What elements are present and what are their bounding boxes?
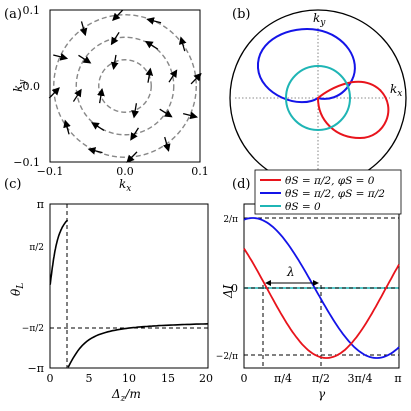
d-ytick-bottom: −2/π (216, 352, 238, 362)
panel-c-label: (c) (4, 177, 21, 192)
a-xtick-left: −0.1 (37, 165, 64, 178)
a-arrow (178, 36, 187, 52)
a-arrow (78, 54, 92, 64)
c-xtick-0: 0 (47, 372, 54, 385)
a-arrow (190, 72, 202, 85)
panel-a: (a) 0.1 0.0 −0.1 −0.1 0.0 0.1 kx ky (4, 4, 209, 194)
legend-entry-blue: θS = π/2, φS = π/2 (285, 188, 385, 200)
b-cyan-curve (285, 65, 351, 131)
a-arrow (110, 54, 119, 71)
a-arrow (146, 17, 162, 25)
c-xtick-20: 20 (199, 372, 213, 385)
a-circle (75, 36, 175, 136)
a-ytick-mid: 0.0 (23, 80, 41, 93)
a-arrow (162, 136, 171, 152)
d-xtick-pi2: π/2 (312, 372, 330, 385)
a-arrow (87, 147, 103, 155)
a-arrow (97, 88, 105, 104)
d-xtick-pi: π (394, 372, 401, 385)
a-arrow (145, 67, 154, 83)
b-ky-label: ky (313, 11, 326, 28)
c-xtick-10: 10 (122, 372, 136, 385)
a-circle (98, 59, 152, 113)
a-arrow (131, 103, 139, 119)
a-arrow (72, 88, 82, 102)
d-ylabel: ΔI (221, 284, 235, 299)
a-arrow (126, 151, 138, 163)
d-xtick-pi4: π/4 (274, 372, 292, 385)
b-blue-curve (256, 28, 356, 104)
d-xlabel: γ (318, 387, 326, 401)
panel-d: (d) λ 2/π 0 −2/π 0 π/4 π/2 3π/4 π γ ΔI θ… (216, 169, 402, 401)
a-arrow (53, 53, 69, 61)
c-ytick-negpi: −π (28, 362, 44, 375)
panel-d-label: (d) (232, 177, 250, 192)
b-red-curve (316, 80, 390, 140)
a-arrow (144, 40, 159, 50)
d-ytick-top: 2/π (223, 215, 238, 225)
panel-a-label: (a) (4, 7, 22, 22)
legend-entry-cyan: θS = 0 (285, 201, 321, 213)
d-ytick-zero: 0 (231, 282, 238, 295)
panel-a-arrows (48, 9, 202, 163)
a-ylabel: ky (11, 79, 28, 92)
a-xtick-mid: 0.0 (116, 165, 134, 178)
a-arrow (91, 122, 105, 131)
panel-a-frame (49, 9, 201, 163)
panel-b-label: (b) (232, 7, 250, 22)
a-arrow (130, 127, 140, 141)
d-xtick-0: 0 (241, 372, 248, 385)
a-arrow (63, 119, 71, 135)
b-kx-label: kx (390, 82, 402, 99)
a-xtick-right: 0.1 (191, 165, 209, 178)
a-arrow (159, 108, 173, 118)
c-ytick-halfpi: π/2 (29, 243, 44, 253)
a-circle (53, 14, 197, 158)
a-arrow (48, 87, 60, 99)
c-ylabel: θL (9, 283, 26, 296)
a-arrow (183, 111, 199, 120)
panel-c: (c) π π/2 −π/2 −π 0 5 10 15 20 Δz/m θL (4, 177, 213, 404)
a-xlabel: kx (119, 177, 131, 194)
d-legend: θS = π/2, φS = 0 θS = π/2, φS = π/2 θS =… (254, 169, 402, 215)
a-arrow (79, 21, 88, 37)
c-xtick-5: 5 (86, 372, 93, 385)
panel-c-frame (49, 203, 209, 369)
a-arrow (168, 69, 178, 83)
c-xlabel: Δz/m (111, 387, 141, 404)
a-arrow (112, 9, 124, 22)
c-ytick-neg-halfpi: −π/2 (22, 324, 44, 334)
d-red-curve (243, 248, 400, 359)
a-arrow (110, 31, 120, 46)
d-xtick-3pi4: 3π/4 (348, 372, 373, 385)
d-blue-curve (243, 217, 400, 359)
a-ytick-bot: −0.1 (13, 156, 40, 169)
c-curve-lower (67, 323, 209, 368)
c-ytick-pi: π (37, 198, 44, 211)
c-curve-upper (49, 219, 69, 285)
panel-b: (b) ky kx (229, 7, 407, 187)
c-xtick-15: 15 (161, 372, 175, 385)
legend-entry-red: θS = π/2, φS = 0 (285, 175, 375, 187)
a-ytick-top: 0.1 (23, 4, 41, 17)
d-lambda-label: λ (286, 265, 295, 279)
panel-a-circles (53, 14, 197, 158)
